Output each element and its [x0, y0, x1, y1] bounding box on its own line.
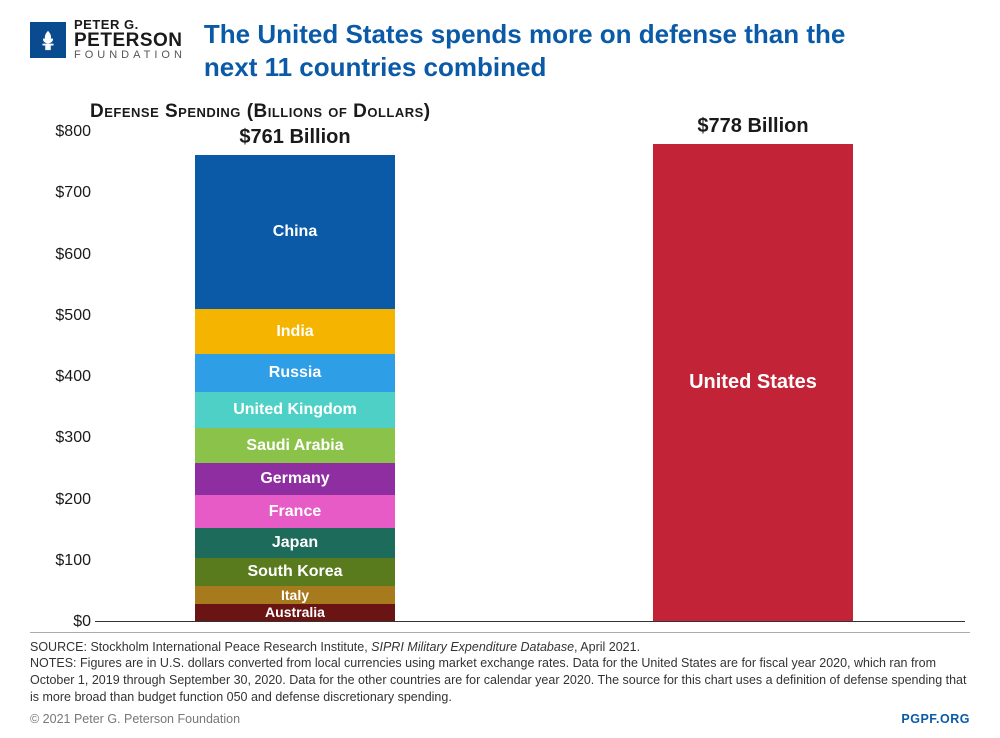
source-text: Stockholm International Peace Research I… [90, 640, 367, 654]
notes-line: NOTES: Figures are in U.S. dollars conve… [30, 655, 970, 706]
header: PETER G. PETERSON FOUNDATION The United … [0, 0, 1000, 93]
logo: PETER G. PETERSON FOUNDATION [30, 18, 186, 61]
site-link: PGPF.ORG [901, 712, 970, 726]
y-tick: $600 [35, 246, 91, 264]
logo-line2: PETERSON [74, 31, 186, 50]
torch-icon [37, 29, 59, 51]
segment-russia: Russia [195, 354, 395, 392]
y-tick: $0 [35, 613, 91, 631]
logo-mark [30, 22, 66, 58]
source-italic: SIPRI Military Expenditure Database [371, 640, 574, 654]
y-tick: $300 [35, 429, 91, 447]
y-tick: $100 [35, 552, 91, 570]
y-tick: $200 [35, 491, 91, 509]
logo-text: PETER G. PETERSON FOUNDATION [74, 18, 186, 61]
copyright-row: © 2021 Peter G. Peterson Foundation PGPF… [30, 712, 970, 726]
bar-us-total: $778 Billion [653, 115, 853, 138]
segment-australia: Australia [195, 604, 395, 621]
segment-china: China [195, 155, 395, 309]
plot: $761 Billion AustraliaItalySouth KoreaJa… [95, 132, 965, 622]
segment-south-korea: South Korea [195, 558, 395, 586]
chart-area: $0$100$200$300$400$500$600$700$800 $761 … [35, 132, 965, 622]
segment-united-states: United States [653, 144, 853, 621]
segment-india: India [195, 309, 395, 354]
source-label: SOURCE: [30, 640, 87, 654]
y-tick: $800 [35, 123, 91, 141]
segment-france: France [195, 495, 395, 527]
notes-text: Figures are in U.S. dollars converted fr… [30, 656, 966, 704]
y-tick: $500 [35, 307, 91, 325]
chart-subtitle: Defense Spending (Billions of Dollars) [90, 101, 1000, 123]
segment-italy: Italy [195, 586, 395, 604]
notes-label: NOTES: [30, 656, 77, 670]
footer: SOURCE: Stockholm International Peace Re… [30, 632, 970, 727]
y-tick: $700 [35, 184, 91, 202]
source-suffix: , April 2021. [574, 640, 640, 654]
segment-germany: Germany [195, 463, 395, 495]
chart-title: The United States spends more on defense… [204, 18, 904, 83]
segment-saudi-arabia: Saudi Arabia [195, 428, 395, 463]
source-line: SOURCE: Stockholm International Peace Re… [30, 639, 970, 656]
bar-combined-total: $761 Billion [195, 126, 395, 149]
y-axis: $0$100$200$300$400$500$600$700$800 [35, 132, 91, 622]
copyright: © 2021 Peter G. Peterson Foundation [30, 712, 240, 726]
y-tick: $400 [35, 368, 91, 386]
segment-united-kingdom: United Kingdom [195, 392, 395, 428]
logo-line3: FOUNDATION [74, 50, 186, 61]
segment-japan: Japan [195, 528, 395, 558]
